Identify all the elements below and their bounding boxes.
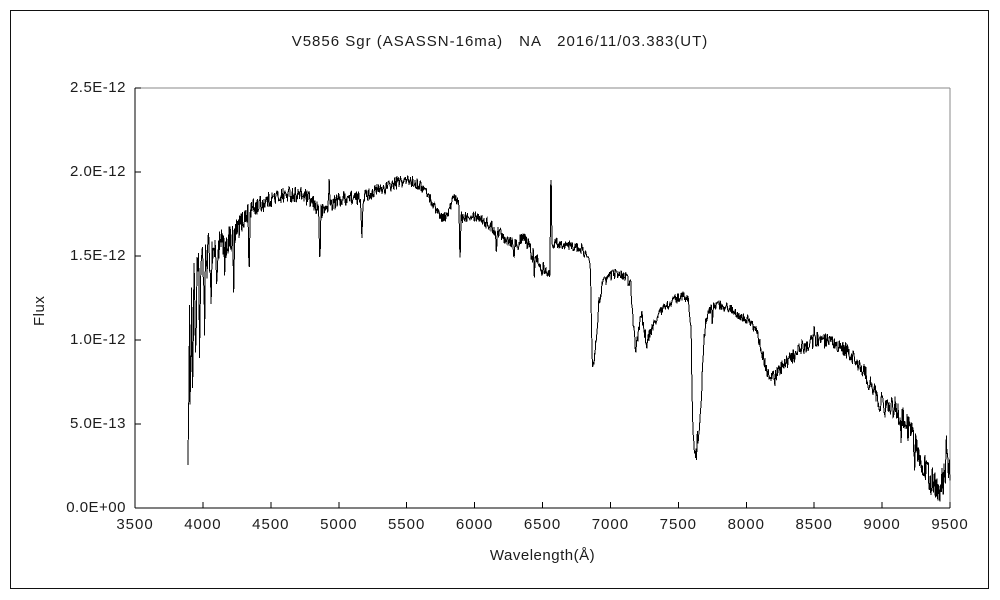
spectrum-line [187,175,951,502]
x-tick-label: 6500 [523,516,562,533]
x-tick-label: 7000 [591,516,630,533]
x-tick-label: 8500 [795,516,833,533]
y-tick-label: 5.0E-13 [69,415,126,432]
x-tick-label: 5000 [320,516,358,533]
y-tick-label: 1.5E-12 [69,247,126,264]
x-tick-label: 7500 [659,516,698,533]
y-tick-label: 0.0E+00 [66,499,126,516]
x-tick-label: 8000 [727,516,765,533]
y-tick-label: 2.0E-12 [69,163,126,180]
x-tick-label: 4500 [252,516,290,533]
y-axis-title: Flux [31,295,48,326]
x-tick-label: 5500 [387,516,426,533]
y-tick-label: 1.0E-12 [69,331,126,348]
chart-title: V5856 Sgr (ASASSN-16ma) NA 2016/11/03.38… [291,33,709,50]
x-tick-label: 9500 [931,516,969,533]
x-axis-title: Wavelength(Å) [489,547,596,564]
y-tick-label: 2.5E-12 [69,79,126,96]
x-tick-label: 3500 [116,516,154,533]
axis-ticks [134,87,951,509]
x-tick-label: 9000 [863,516,901,533]
x-tick-label: 4000 [184,516,222,533]
x-tick-label: 6000 [455,516,494,533]
outer-border [10,10,989,589]
